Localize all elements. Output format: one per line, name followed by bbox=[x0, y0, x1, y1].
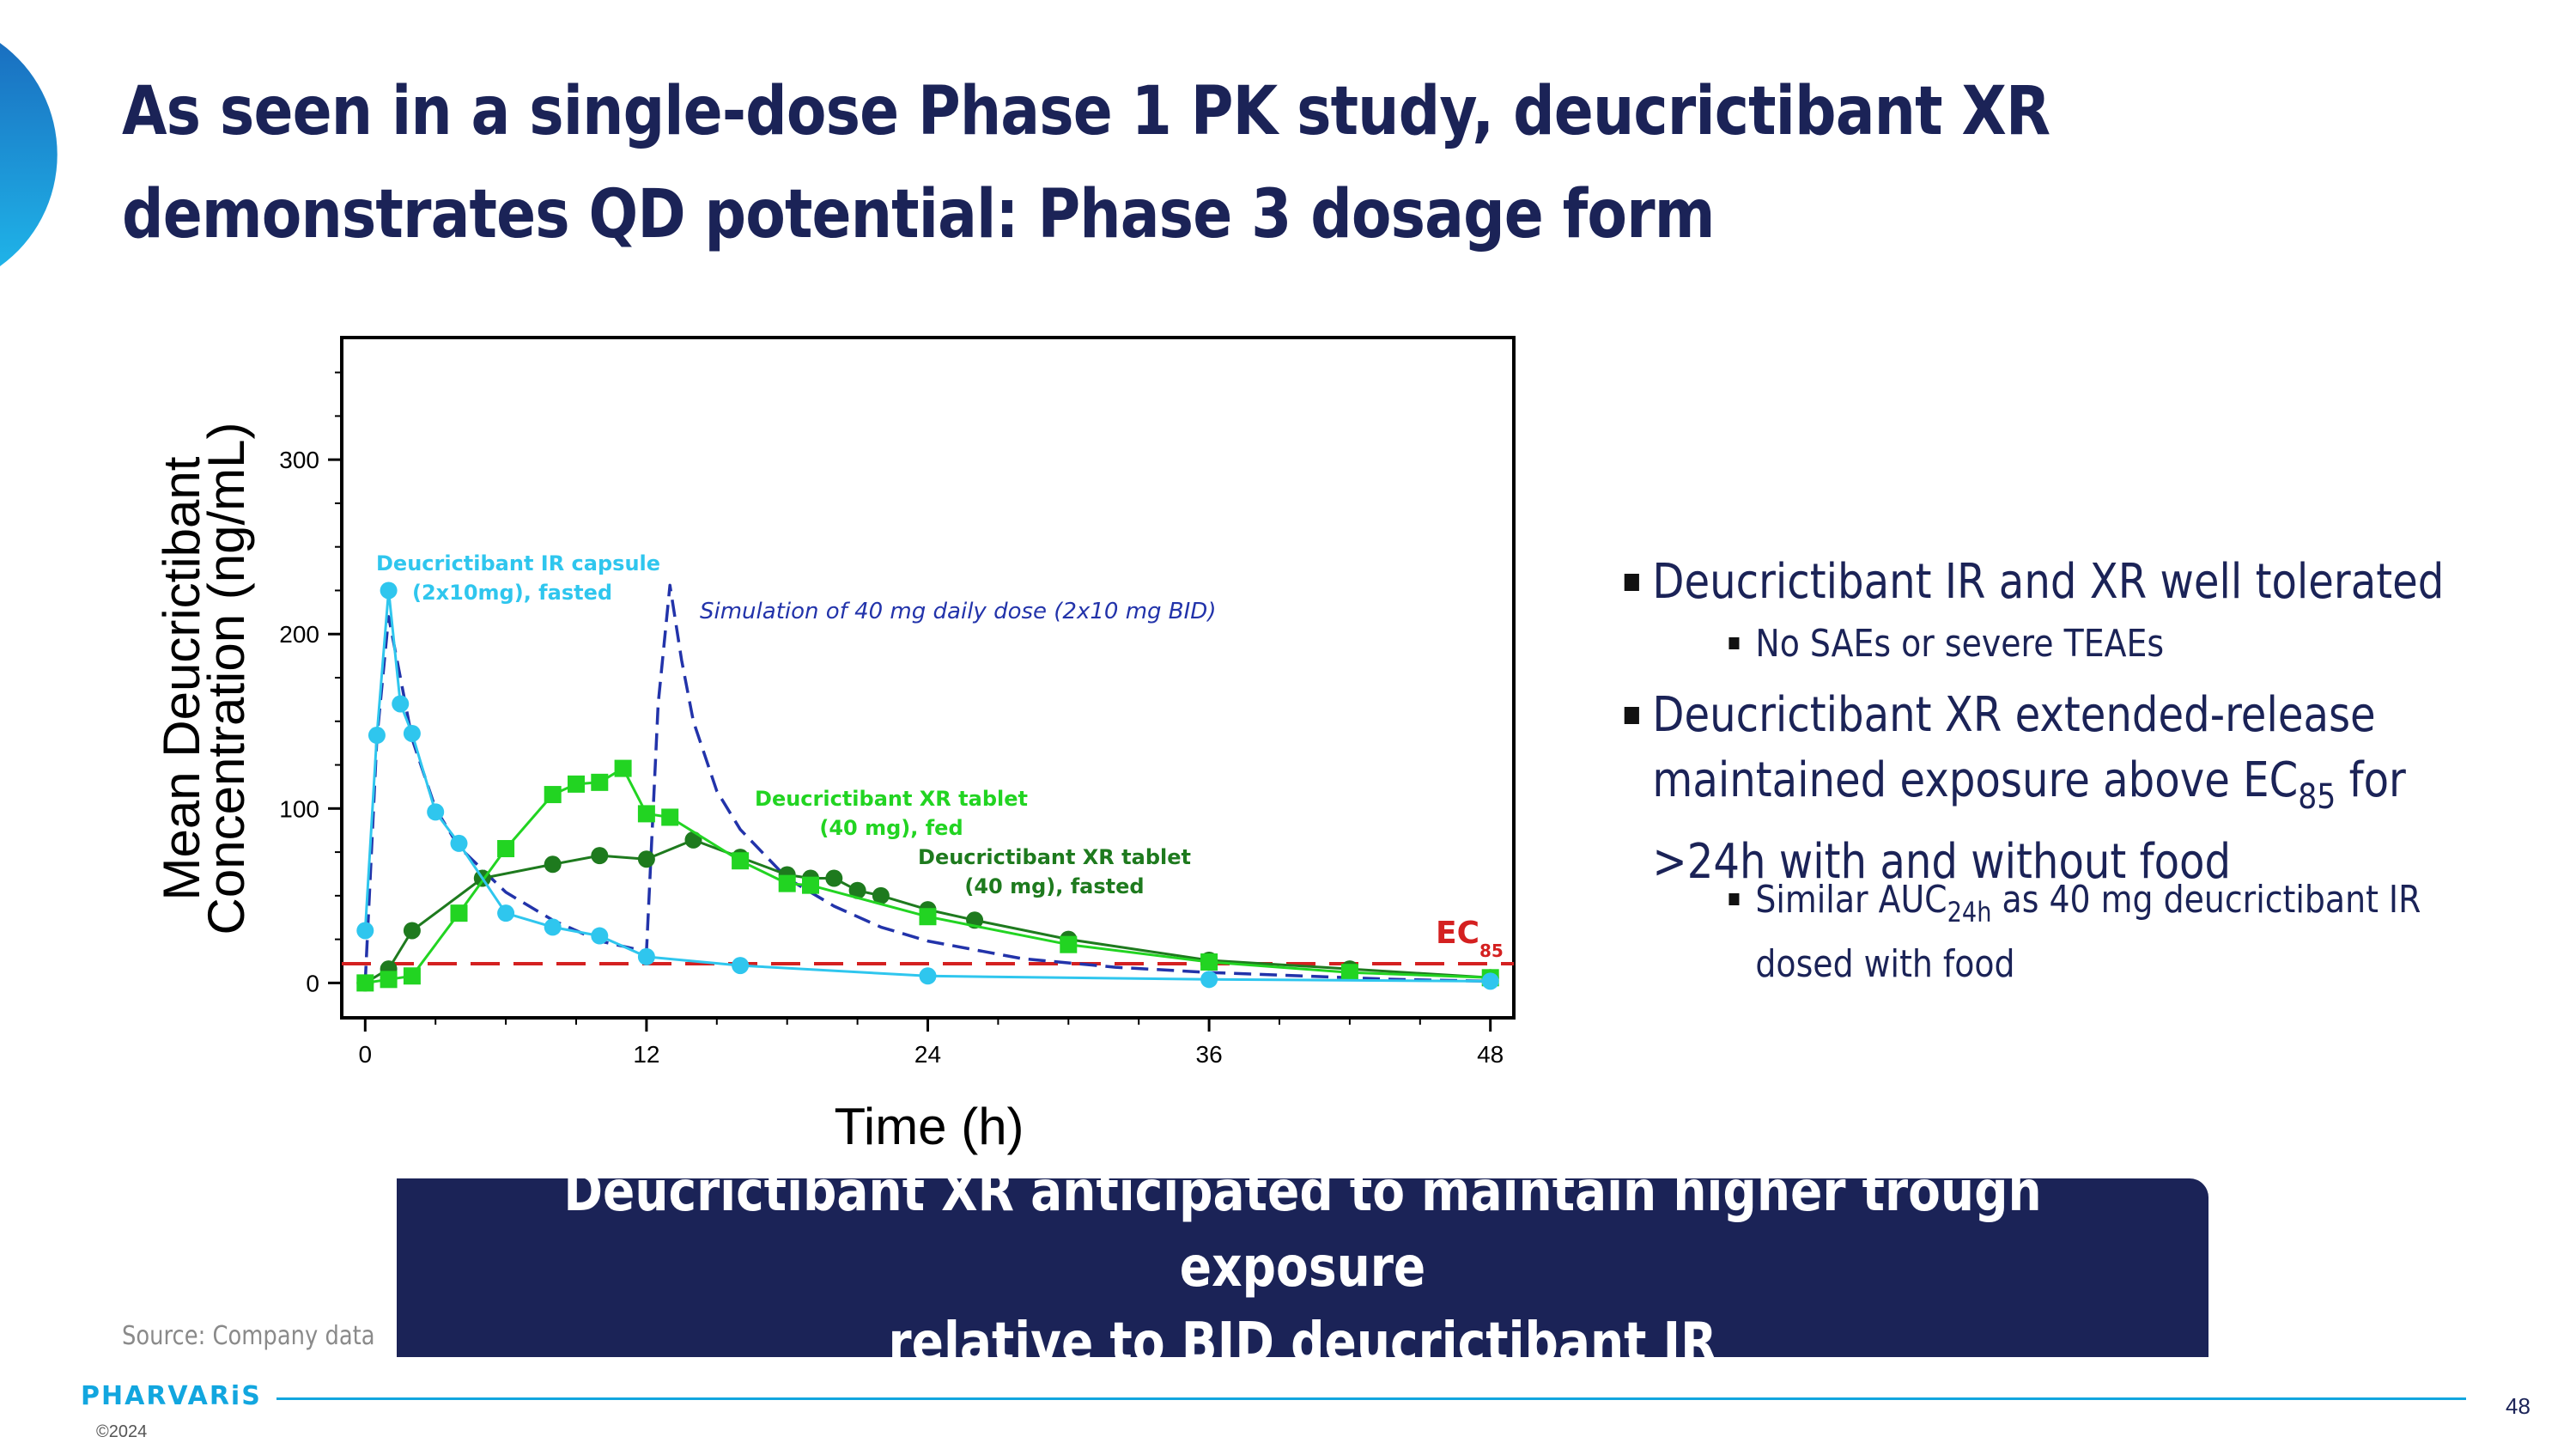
series-label-xr-fed-line-2: (40 mg), fed bbox=[819, 816, 963, 840]
y-tick-label: 300 bbox=[279, 447, 319, 473]
series-label-xr-fed-line-1: Deucrictibant XR tablet bbox=[755, 787, 1028, 811]
data-point bbox=[403, 967, 421, 985]
y-tick-label: 200 bbox=[279, 621, 319, 648]
data-point bbox=[544, 786, 562, 804]
data-point bbox=[368, 727, 386, 745]
data-point bbox=[403, 724, 421, 742]
x-tick-label: 36 bbox=[1196, 1041, 1223, 1068]
x-axis-label: Time (h) bbox=[834, 1098, 1024, 1155]
series-label-ir: Deucrictibant IR capsule (2x10mg), faste… bbox=[376, 551, 660, 605]
data-point bbox=[778, 874, 796, 892]
bullet-similar-auc: Similar AUC24h as 40 mg deucrictibant IR… bbox=[1726, 874, 2435, 990]
series-ir bbox=[356, 581, 1499, 990]
data-point bbox=[614, 759, 632, 777]
series-label-simulation: Simulation of 40 mg daily dose (2x10 mg … bbox=[700, 599, 1216, 624]
data-point bbox=[591, 927, 609, 945]
data-point bbox=[591, 847, 609, 865]
series-label-ir-line-2: (2x10mg), fasted bbox=[412, 581, 612, 605]
data-point bbox=[497, 840, 515, 858]
bullet-no-saes: No SAEs or severe TEAEs bbox=[1726, 618, 2567, 670]
ec85-label: EC85 bbox=[1436, 916, 1504, 961]
data-point bbox=[637, 850, 655, 868]
axis-ticks: 0 12 24 36 48 0 100 200 300 bbox=[279, 371, 1504, 1068]
data-point bbox=[732, 852, 750, 870]
series-layer bbox=[356, 581, 1499, 992]
data-point bbox=[732, 957, 750, 975]
series-label-ir-line-1: Deucrictibant IR capsule bbox=[376, 551, 660, 575]
series-label-xr-fasted: Deucrictibant XR tablet (40 mg), fasted bbox=[918, 845, 1191, 898]
series-label-xr-fed: Deucrictibant XR tablet (40 mg), fed bbox=[755, 787, 1028, 840]
data-point bbox=[1340, 964, 1358, 982]
series-label-xr-fasted-line-1: Deucrictibant XR tablet bbox=[918, 845, 1191, 869]
data-point bbox=[661, 808, 679, 826]
data-point bbox=[356, 974, 374, 992]
bullet-tolerated: Deucrictibant IR and XR well tolerated bbox=[1623, 550, 2575, 615]
company-logo: PHARVARiS bbox=[81, 1381, 262, 1411]
page-number: 48 bbox=[2506, 1393, 2530, 1419]
data-point bbox=[427, 803, 445, 821]
data-point bbox=[1200, 971, 1218, 989]
data-point bbox=[1481, 972, 1499, 990]
data-point bbox=[544, 918, 562, 936]
corner-arc-decoration bbox=[0, 43, 58, 266]
y-axis-label-line-1: Mean Deucrictibant bbox=[153, 456, 210, 900]
x-tick-label: 48 bbox=[1477, 1041, 1504, 1068]
data-point bbox=[1060, 935, 1078, 953]
data-point bbox=[380, 971, 398, 989]
x-tick-label: 24 bbox=[914, 1041, 941, 1068]
y-tick-label: 0 bbox=[306, 970, 319, 996]
data-point bbox=[544, 855, 562, 874]
data-point bbox=[497, 904, 515, 922]
data-point bbox=[919, 967, 937, 985]
data-point bbox=[591, 773, 609, 791]
data-point bbox=[380, 581, 398, 600]
conclusion-text: Deucrictibant XR anticipated to maintain… bbox=[563, 1160, 2042, 1375]
copyright: ©2024 bbox=[96, 1422, 148, 1441]
title-line-2: demonstrates QD potential: Phase 3 dosag… bbox=[122, 176, 1715, 253]
data-point bbox=[802, 876, 819, 894]
data-point bbox=[825, 869, 843, 887]
footer-divider bbox=[276, 1397, 2466, 1400]
conclusion-banner: Deucrictibant XR anticipated to maintain… bbox=[397, 1160, 2208, 1375]
data-point bbox=[848, 881, 866, 899]
x-tick-label: 12 bbox=[633, 1041, 659, 1068]
data-point bbox=[450, 904, 468, 922]
series-line-xr_fasted bbox=[364, 838, 1491, 984]
data-point bbox=[637, 947, 655, 965]
data-point bbox=[637, 805, 655, 823]
data-point bbox=[403, 922, 421, 940]
data-point bbox=[568, 775, 585, 793]
title-line-1: As seen in a single-dose Phase 1 PK stud… bbox=[122, 73, 2050, 150]
data-point bbox=[356, 922, 374, 940]
data-point bbox=[684, 831, 702, 849]
bullet-extended-release: Deucrictibant XR extended-release mainta… bbox=[1623, 683, 2435, 895]
data-point bbox=[450, 834, 468, 852]
x-tick-label: 0 bbox=[359, 1041, 373, 1068]
y-axis-label-line-2: Concentration (ng/mL) bbox=[197, 423, 255, 935]
page-title: As seen in a single-dose Phase 1 PK stud… bbox=[122, 60, 2139, 266]
source-note: Source: Company data bbox=[122, 1321, 375, 1351]
series-label-xr-fasted-line-2: (40 mg), fasted bbox=[964, 874, 1144, 898]
y-tick-label: 100 bbox=[279, 795, 319, 822]
data-point bbox=[1200, 953, 1218, 971]
data-point bbox=[392, 695, 410, 713]
data-point bbox=[919, 908, 937, 926]
data-point bbox=[872, 886, 890, 904]
